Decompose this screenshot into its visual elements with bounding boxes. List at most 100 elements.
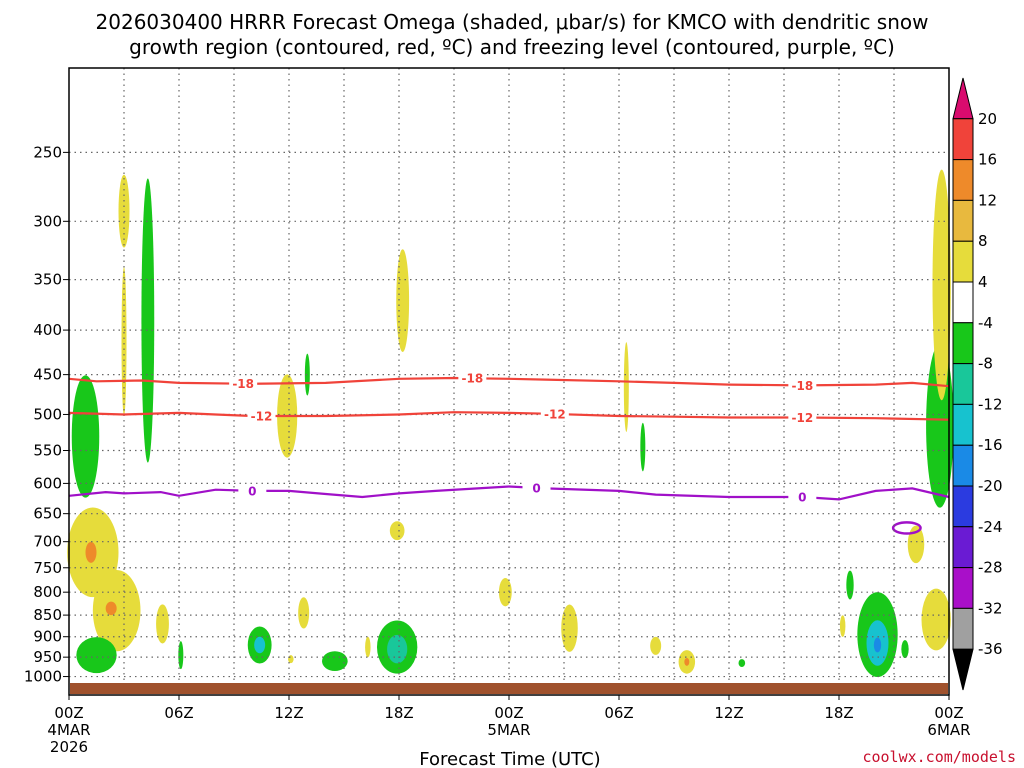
contour-freezing-level <box>68 485 950 501</box>
omega-region-28 <box>561 604 578 652</box>
contour-label-bg-dgz-12-2 <box>788 410 817 425</box>
omega-region-17 <box>178 641 184 670</box>
omega-region-7 <box>623 342 629 432</box>
omega-region-25 <box>387 634 408 664</box>
colorbar-swatch-9 <box>952 444 974 487</box>
colorbar: 20 16 12 8 4 -4 -8 -12 -16 -20 -24 -28 -32 -36 <box>952 77 1003 691</box>
contour-label-dgz-12-2: -12 <box>791 411 813 425</box>
chart-title-line2: growth region (contoured, red, ºC) and f… <box>129 35 895 59</box>
colorbar-label-4: 4 <box>978 273 988 291</box>
x-tick-date-4: 5MAR <box>487 721 530 739</box>
freezing-level-loop <box>891 521 922 535</box>
y-tick-label-600: 600 <box>33 474 62 492</box>
x-tick-label-2: 12Z <box>274 704 303 722</box>
omega-region-10 <box>932 169 951 401</box>
colorbar-swatch-8 <box>952 403 974 446</box>
colorbar-label-13: -36 <box>978 640 1003 658</box>
contour-label-dgz-18-0: -18 <box>232 377 254 391</box>
x-tick-label-6: 12Z <box>714 704 743 722</box>
contour-lines: -18 -18 -18 -12 -12 -12 0 0 0 <box>68 371 950 505</box>
contour-label-dgz-18-2: -18 <box>791 379 813 393</box>
y-tick-label-350: 350 <box>33 271 62 289</box>
contour-label-freezing-level-2: 0 <box>798 491 806 505</box>
colorbar-swatch-6 <box>952 322 974 365</box>
colorbar-label-7: -12 <box>978 395 1003 413</box>
contour-label-bg-dgz-12-0 <box>247 408 276 423</box>
omega-region-37 <box>873 637 882 653</box>
omega-region-22 <box>322 651 348 671</box>
colorbar-swatch-3 <box>952 199 974 242</box>
contour-label-bg-freezing-level-2 <box>788 490 817 505</box>
x-tick-label-7: 18Z <box>824 704 853 722</box>
y-tick-label-1000: 1000 <box>24 668 62 686</box>
omega-region-40 <box>921 588 951 651</box>
chart-title-line1: 2026030400 HRRR Forecast Omega (shaded, … <box>96 10 929 34</box>
y-tick-label-250: 250 <box>33 143 62 161</box>
colorbar-label-2: 12 <box>978 191 997 209</box>
y-axis-ticks: 250 300 350 400 450 500 550 600 650 700 750 800 850 9… <box>24 143 69 686</box>
omega-region-6 <box>304 353 310 396</box>
contour-label-freezing-level-1: 0 <box>532 481 540 495</box>
colorbar-swatch-2 <box>952 159 974 201</box>
x-tick-date-8: 6MAR <box>927 721 970 739</box>
colorbar-swatch-7 <box>952 363 974 405</box>
colorbar-label-9: -20 <box>978 477 1003 495</box>
contour-label-bg-dgz-12-1 <box>540 406 569 421</box>
omega-region-21 <box>298 597 310 629</box>
colorbar-label-3: 8 <box>978 232 988 250</box>
contour-dgz-12 <box>68 411 950 421</box>
y-tick-label-300: 300 <box>33 212 62 230</box>
x-tick-label-4: 00Z <box>494 704 523 722</box>
x-tick-label-3: 18Z <box>384 704 413 722</box>
credit-text: coolwx.com/models <box>862 748 1016 766</box>
colorbar-label-11: -28 <box>978 559 1003 577</box>
colorbar-swatch-14 <box>952 648 974 691</box>
omega-region-4 <box>396 249 410 353</box>
colorbar-swatch-11 <box>952 526 974 569</box>
contour-label-dgz-12-0: -12 <box>251 409 273 423</box>
omega-region-13 <box>92 569 141 652</box>
x-tick-date-0: 4MAR <box>47 721 90 739</box>
y-tick-label-750: 750 <box>33 559 62 577</box>
omega-region-38 <box>901 640 909 659</box>
omega-region-33 <box>846 570 854 600</box>
omega-region-12 <box>85 541 97 563</box>
contour-label-dgz-18-1: -18 <box>461 372 483 386</box>
omega-region-29 <box>650 636 662 655</box>
x-tick-label-8: 00Z <box>934 704 963 722</box>
y-tick-label-900: 900 <box>33 628 62 646</box>
omega-region-14 <box>105 601 117 616</box>
omega-region-8 <box>640 422 646 472</box>
x-tick-label-5: 06Z <box>604 704 633 722</box>
colorbar-label-5: -4 <box>978 314 993 332</box>
omega-region-3 <box>71 375 100 498</box>
omega-region-1 <box>121 266 127 416</box>
x-tick-year-0: 2026 <box>50 738 88 756</box>
ground-surface <box>70 683 948 694</box>
omega-region-16 <box>156 604 169 644</box>
contour-dgz-18 <box>68 376 950 388</box>
y-tick-label-700: 700 <box>33 533 62 551</box>
contour-label-bg-freezing-level-0 <box>238 483 267 498</box>
omega-region-2 <box>141 178 155 463</box>
y-tick-label-950: 950 <box>33 648 62 666</box>
omega-region-31 <box>684 657 690 666</box>
colorbar-swatch-1 <box>952 118 974 161</box>
y-tick-label-400: 400 <box>33 321 62 339</box>
contour-label-bg-freezing-level-1 <box>522 480 551 495</box>
colorbar-swatch-0 <box>952 77 974 120</box>
omega-region-26 <box>389 521 405 541</box>
contour-label-freezing-level-0: 0 <box>248 484 256 498</box>
y-tick-label-650: 650 <box>33 505 62 523</box>
contour-label-dgz-12-1: -12 <box>544 407 566 421</box>
colorbar-label-8: -16 <box>978 436 1003 454</box>
omega-region-15 <box>76 637 117 674</box>
y-tick-label-800: 800 <box>33 583 62 601</box>
colorbar-label-12: -32 <box>978 599 1003 617</box>
omega-region-19 <box>254 636 266 654</box>
colorbar-swatch-10 <box>952 485 974 528</box>
contour-label-bg-dgz-18-1 <box>458 371 487 386</box>
omega-region-20 <box>288 655 294 664</box>
x-tick-label-0: 00Z <box>54 704 83 722</box>
